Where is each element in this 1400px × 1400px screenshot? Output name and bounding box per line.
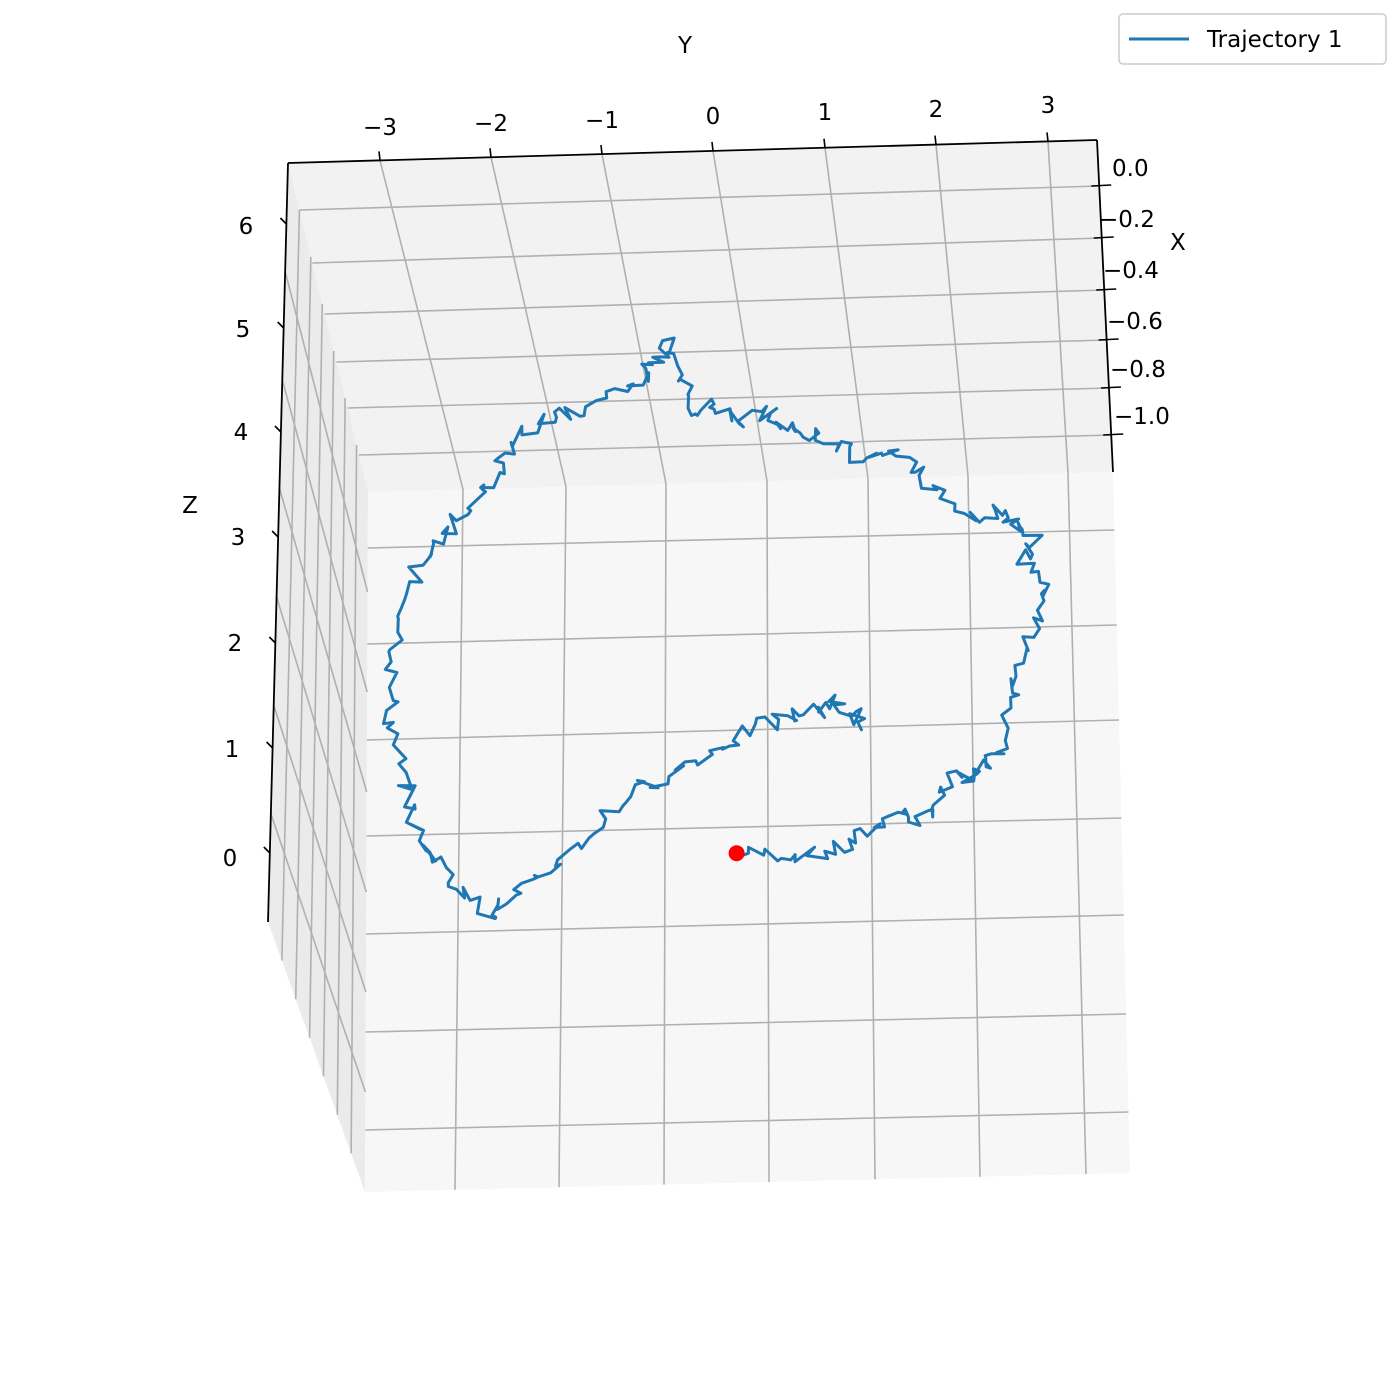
x-tick-label: −0.6: [1107, 309, 1163, 335]
grid-line: [272, 704, 367, 993]
grid-line: [365, 1111, 1129, 1131]
legend-entry-label: Trajectory 1: [1206, 27, 1343, 53]
y-tick-label: −2: [474, 111, 508, 137]
y-tick-label: 1: [818, 100, 833, 126]
grid-line: [663, 483, 667, 1185]
y-tick-mark: [1046, 132, 1049, 142]
front-pane: [365, 472, 1130, 1192]
grid-line: [275, 596, 368, 893]
grid-line: [278, 488, 368, 793]
grid-line: [366, 719, 1120, 741]
z-tick-label: 0: [223, 846, 238, 872]
grid-line: [312, 237, 1102, 264]
y-tick-label: 0: [706, 104, 721, 130]
y-tick-mark: [934, 135, 937, 145]
grid-line: [935, 144, 969, 476]
start-marker: [728, 845, 745, 862]
z-tick-mark: [266, 741, 274, 749]
z-axis-line: [267, 162, 289, 923]
x-tick-label: 0.0: [1112, 156, 1149, 182]
grid-line: [558, 486, 567, 1188]
tick-marks: [263, 132, 1124, 854]
grid-line: [350, 444, 358, 1154]
grid-line: [367, 529, 1115, 549]
grid-line: [336, 397, 346, 1115]
z-tick-mark: [263, 846, 271, 854]
grid-line: [367, 624, 1117, 645]
grid-line: [284, 271, 369, 593]
x-tick-mark: [1093, 236, 1114, 239]
y-tick-mark: [600, 144, 603, 155]
z-tick-label: 2: [228, 631, 243, 657]
grid-line: [294, 256, 312, 1000]
x-tick-mark: [1103, 433, 1124, 436]
x-tick-mark: [1096, 288, 1117, 291]
x-axis-label: X: [1170, 230, 1186, 256]
z-tick-mark: [279, 217, 287, 225]
z-tick-labels: 0 1 2 3 4 5 6: [223, 214, 254, 872]
grid-line: [281, 379, 368, 693]
grid-line: [365, 1013, 1127, 1033]
z-axis-label: Z: [182, 493, 198, 519]
z-tick-mark: [271, 530, 279, 538]
y-tick-label: −1: [585, 108, 619, 134]
grid-line: [601, 153, 667, 485]
grid-line: [490, 157, 567, 487]
grid-line: [867, 478, 876, 1180]
x-tick-label: −0.8: [1110, 357, 1166, 383]
x-tick-mark: [1091, 184, 1112, 187]
z-tick-label: 4: [234, 420, 249, 446]
y-tick-label: 2: [929, 97, 944, 123]
grid-line: [766, 481, 770, 1182]
back-pane: [288, 140, 1113, 492]
x-tick-labels: 0.0 −0.2 −0.4 −0.6 −0.8 −1.0: [1099, 156, 1170, 430]
grid-line: [299, 185, 1100, 211]
grid-line: [308, 303, 324, 1038]
x-tick-mark: [1100, 386, 1121, 389]
grid-line: [336, 339, 1107, 363]
grid-line: [358, 434, 1112, 456]
z-tick-mark: [277, 321, 285, 329]
x-axis-line: [1096, 139, 1114, 473]
grid-lines: [270, 141, 1129, 1190]
y-tick-labels: −3 −2 −1 0 1 2 3: [363, 93, 1055, 141]
y-axis-label: Y: [677, 33, 693, 59]
grid-line: [366, 914, 1124, 935]
x-tick-label: −0.4: [1103, 258, 1159, 284]
z-tick-mark: [268, 636, 276, 644]
trajectory-line: [382, 336, 1051, 921]
grid-line: [347, 387, 1109, 409]
grid-line: [1067, 473, 1087, 1175]
grid-line: [379, 160, 464, 490]
y-tick-mark: [489, 148, 492, 158]
x-tick-mark: [1098, 338, 1119, 341]
grid-line: [967, 475, 981, 1177]
y-tick-mark: [823, 138, 826, 148]
grid-line: [270, 813, 367, 1093]
y-tick-label: 3: [1041, 93, 1056, 119]
x-tick-label: −1.0: [1114, 404, 1170, 430]
grid-line: [281, 209, 301, 961]
legend-box: [1118, 13, 1387, 65]
grid-line: [824, 147, 869, 479]
z-tick-label: 5: [236, 317, 251, 343]
grid-line: [1047, 141, 1069, 474]
x-tick-label: −0.2: [1099, 207, 1155, 233]
y-tick-mark: [711, 141, 714, 152]
y-tick-label: −3: [363, 115, 397, 141]
y-axis-line: [287, 139, 1098, 164]
z-tick-label: 6: [239, 214, 254, 240]
grid-line: [712, 150, 768, 482]
z-tick-label: 1: [225, 737, 240, 763]
grid-line: [366, 817, 1122, 837]
axes: [267, 139, 1114, 923]
grid-line: [454, 489, 464, 1190]
z-tick-mark: [274, 425, 282, 433]
y-tick-mark: [378, 151, 381, 161]
legend: Trajectory 1: [1118, 13, 1387, 65]
grid-line: [324, 289, 1105, 315]
grid-line: [322, 350, 335, 1077]
z-tick-label: 3: [231, 525, 246, 551]
